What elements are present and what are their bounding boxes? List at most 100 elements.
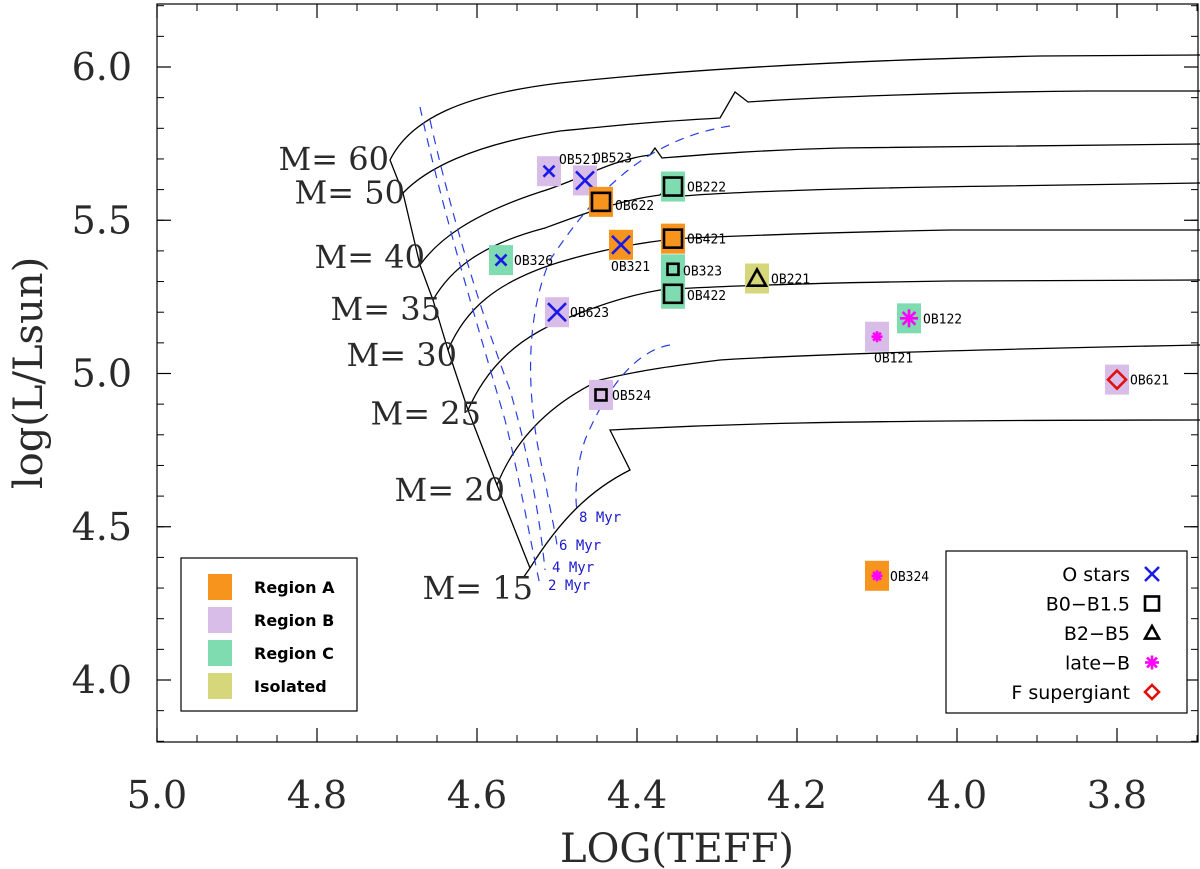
mass-label: M= 20 bbox=[395, 471, 505, 509]
isochrone-4myr bbox=[429, 119, 546, 571]
track-m50 bbox=[402, 90, 1200, 266]
x-tick-label: 4.4 bbox=[607, 773, 667, 817]
legend-type-label: B2−B5 bbox=[1064, 623, 1130, 645]
star-ob221: OB221 bbox=[745, 263, 810, 294]
b0-b15-marker bbox=[666, 262, 680, 277]
isochrone-2myr bbox=[419, 106, 541, 586]
isochrone-label: 8 Myr bbox=[579, 510, 621, 526]
b2-b5-marker bbox=[745, 266, 769, 287]
legend-region-label: Isolated bbox=[254, 677, 327, 696]
x-axis-title: LOG(TEFF) bbox=[560, 826, 794, 869]
mass-label: M= 15 bbox=[423, 569, 533, 607]
legend-star-types: O stars B0−B1.5 B2−B5 late−B F supergiant bbox=[945, 550, 1188, 714]
star-ob422: OB422 bbox=[661, 278, 726, 309]
star-label: OB221 bbox=[771, 272, 810, 287]
star-ob326: OB326 bbox=[489, 245, 553, 276]
legend-regions: Region A Region B Region C Isolated bbox=[180, 557, 358, 712]
star-ob321: OB321 bbox=[609, 229, 650, 275]
star-label: OB621 bbox=[1130, 374, 1169, 389]
star-label: OB623 bbox=[570, 306, 609, 321]
b0-b15-marker bbox=[1143, 595, 1161, 612]
legend-region-label: Region A bbox=[254, 578, 335, 597]
star-label: OB422 bbox=[687, 289, 726, 304]
track-m25 bbox=[467, 279, 1200, 486]
o-star-marker-stroke bbox=[575, 170, 595, 191]
track-m35 bbox=[432, 182, 1200, 351]
x-tick-label: 4.0 bbox=[927, 773, 987, 817]
isochrone-label: 4 Myr bbox=[552, 560, 594, 576]
star-label: OB523 bbox=[593, 151, 632, 166]
late-b-marker bbox=[871, 570, 883, 582]
f-supergiant-marker bbox=[1106, 368, 1128, 391]
x-tick-label: 4.2 bbox=[767, 773, 827, 817]
legend-swatch bbox=[208, 607, 232, 633]
late-b-marker-ray bbox=[901, 311, 917, 326]
isochrone-6myr bbox=[530, 125, 731, 546]
late-b-marker-ray bbox=[872, 331, 882, 342]
star-ob524: OB524 bbox=[589, 379, 651, 410]
y-tick-label: 4.0 bbox=[72, 658, 132, 702]
x-tick-label: 4.6 bbox=[447, 773, 507, 817]
star-ob621: OB621 bbox=[1105, 364, 1169, 395]
legend-type-label: F supergiant bbox=[1011, 682, 1130, 704]
legend-swatch bbox=[208, 640, 232, 666]
late-b-marker bbox=[871, 331, 883, 343]
b0-b15-marker bbox=[662, 228, 684, 249]
star-ob324: OB324 bbox=[865, 560, 929, 591]
b0-b15-marker bbox=[662, 283, 684, 305]
late-b-marker-ray bbox=[1146, 656, 1158, 669]
star-label: OB122 bbox=[923, 312, 962, 327]
star-ob421: OB421 bbox=[661, 223, 726, 254]
late-b-marker bbox=[900, 309, 918, 328]
b0-b15-marker bbox=[590, 191, 612, 213]
isochrone-label: 6 Myr bbox=[559, 538, 601, 554]
isochrone-label: 2 Myr bbox=[548, 578, 590, 594]
x-tick-label: 3.8 bbox=[1087, 773, 1147, 817]
mass-label: M= 60 bbox=[279, 140, 389, 178]
star-ob122: OB122 bbox=[897, 303, 962, 334]
y-tick-label: 5.0 bbox=[72, 352, 132, 396]
star-ob222: OB222 bbox=[661, 171, 726, 202]
star-label: OB524 bbox=[612, 389, 651, 404]
star-label: OB521 bbox=[559, 153, 598, 168]
o-star-marker-stroke bbox=[611, 234, 631, 255]
mass-label: M= 50 bbox=[295, 174, 405, 212]
b0-b15-marker bbox=[594, 388, 608, 402]
track-m60 bbox=[389, 54, 1200, 194]
mass-labels: M= 60M= 50 M= 40 M= 35 M= 30 M= 25 M= 20 M= 15 bbox=[279, 140, 533, 607]
y-tick-label: 4.5 bbox=[72, 505, 132, 549]
y-tick-label: 6.0 bbox=[72, 45, 132, 89]
track-m15 bbox=[529, 419, 1200, 569]
late-b-marker bbox=[1145, 655, 1159, 670]
star-label: OB324 bbox=[890, 570, 929, 585]
x-tick-label: 5.0 bbox=[127, 773, 187, 817]
star-ob623: OB623 bbox=[545, 297, 609, 328]
o-star-marker-stroke bbox=[494, 253, 508, 267]
mass-label: M= 35 bbox=[331, 290, 441, 328]
track-m15-start bbox=[522, 567, 531, 579]
region-patch bbox=[589, 379, 613, 410]
evolutionary-tracks bbox=[389, 54, 1200, 579]
star-label: OB121 bbox=[874, 352, 913, 367]
legend-type-label: O stars bbox=[1062, 564, 1130, 586]
b0-b15-marker bbox=[662, 176, 684, 197]
legend-swatch bbox=[208, 574, 232, 600]
mass-label: M= 25 bbox=[371, 394, 481, 432]
track-m40 bbox=[419, 143, 1200, 301]
axes-labels: 5.0 4.8 4.6 4.4 4.2 4.0 3.8 4.0 4.5 5.0 5.5 6.0 LOG(… bbox=[6, 45, 1147, 869]
star-ob622: OB622 bbox=[589, 186, 654, 217]
x-tick-label: 4.8 bbox=[287, 773, 347, 817]
star-ob521: OB521 bbox=[537, 153, 598, 187]
star-label: OB323 bbox=[683, 264, 722, 279]
y-axis-title: log(L/Lsun) bbox=[6, 257, 52, 489]
legend-swatch bbox=[208, 673, 232, 699]
legend-region-label: Region C bbox=[254, 644, 334, 663]
mass-label: M= 30 bbox=[347, 336, 457, 374]
o-star-marker-stroke bbox=[542, 164, 556, 178]
o-star-marker-stroke bbox=[547, 302, 567, 323]
y-tick-label: 5.5 bbox=[72, 198, 132, 242]
plot-frame bbox=[156, 3, 1199, 743]
star-label: OB222 bbox=[687, 181, 726, 196]
